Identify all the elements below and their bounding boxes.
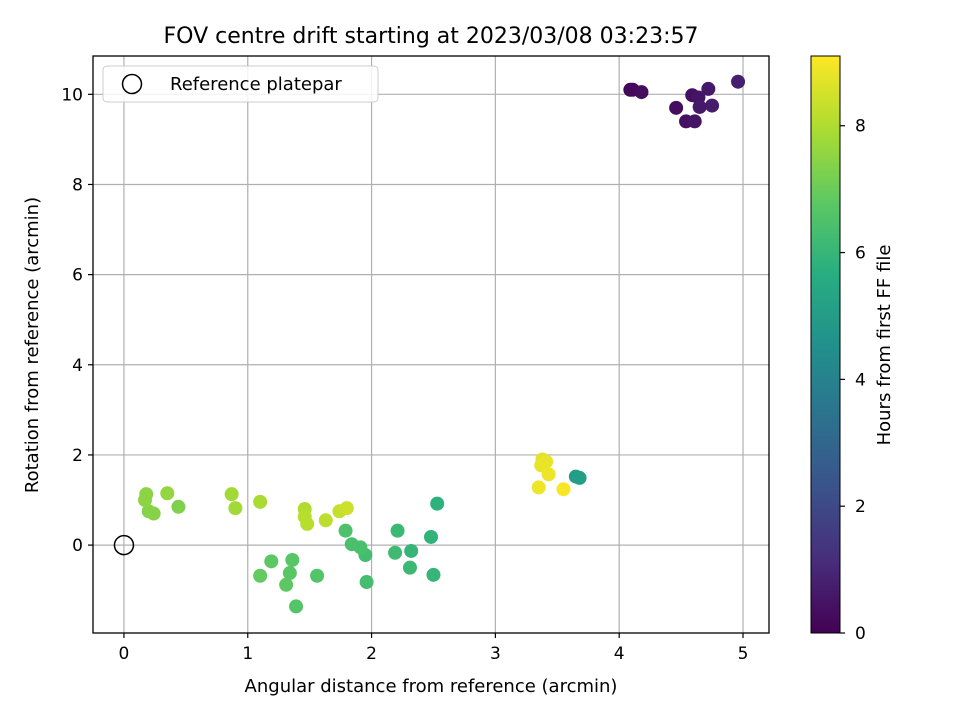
y-axis-label: Rotation from reference (arcmin) (22, 197, 43, 493)
data-point (264, 554, 279, 569)
y-tick-label: 6 (72, 266, 83, 286)
data-point (692, 99, 707, 114)
colorbar-tick-label: 0 (855, 624, 866, 644)
colorbar-label: Hours from first FF file (874, 245, 895, 446)
plot-area-frame (92, 55, 770, 634)
data-point (634, 85, 649, 100)
data-point (171, 499, 186, 514)
data-point (402, 560, 417, 575)
data-point (572, 470, 587, 485)
colorbar-tick-label: 4 (855, 370, 866, 390)
data-point (289, 599, 304, 614)
data-point (279, 577, 294, 592)
y-tick-label: 4 (72, 356, 83, 376)
y-tick-label: 8 (72, 175, 83, 195)
legend-entry-reference: Reference platepar (170, 74, 342, 95)
data-point (310, 568, 325, 583)
data-point (404, 543, 419, 558)
legend-box (102, 65, 379, 103)
data-point (141, 504, 156, 519)
data-point (318, 513, 333, 528)
data-point (338, 523, 353, 538)
data-point (541, 467, 556, 482)
data-point (139, 487, 154, 502)
chart-title: FOV centre drift starting at 2023/03/08 … (164, 24, 699, 49)
axis-ticks: 0 1 2 3 4 5 0 2 4 6 8 10 (61, 85, 748, 664)
data-point (426, 567, 441, 582)
colorbar (810, 55, 841, 634)
data-point (430, 496, 445, 511)
data-point (228, 501, 243, 516)
reference-platepar-marker (113, 534, 135, 556)
data-point (300, 516, 315, 531)
x-axis-label: Angular distance from reference (arcmin) (245, 676, 618, 697)
data-point (339, 501, 354, 516)
y-tick-label: 0 (72, 536, 83, 556)
colorbar-tick-label: 2 (855, 497, 866, 517)
data-point (344, 537, 359, 552)
data-point (359, 575, 374, 590)
x-tick-label: 1 (242, 644, 253, 664)
grid-lines (93, 56, 769, 633)
y-tick-label: 2 (72, 446, 83, 466)
x-tick-label: 4 (614, 644, 625, 664)
data-point (224, 487, 239, 502)
data-point (285, 552, 300, 567)
y-tick-label: 10 (61, 85, 83, 105)
x-tick-label: 5 (738, 644, 749, 664)
x-tick-label: 2 (366, 644, 377, 664)
data-point (731, 74, 746, 89)
data-point (556, 482, 571, 497)
data-point (669, 100, 684, 115)
data-point (253, 568, 268, 583)
data-point (253, 494, 268, 509)
colorbar-ticks: 0 2 4 6 8 (840, 117, 866, 644)
data-point (282, 566, 297, 581)
data-point (424, 529, 438, 544)
x-tick-label: 0 (119, 644, 130, 664)
data-point (388, 545, 403, 560)
legend[interactable]: Reference platepar (102, 65, 379, 103)
data-point (390, 523, 405, 538)
data-point (160, 486, 175, 501)
reference-marker-group (113, 534, 135, 556)
data-point (705, 98, 720, 113)
x-tick-label: 3 (490, 644, 501, 664)
data-points (138, 74, 746, 614)
colorbar-tick-label: 6 (855, 244, 866, 264)
data-point (687, 114, 702, 129)
data-point (531, 480, 546, 495)
legend-reference-marker-icon (121, 73, 143, 95)
data-point (701, 81, 716, 96)
colorbar-tick-label: 8 (855, 117, 866, 137)
